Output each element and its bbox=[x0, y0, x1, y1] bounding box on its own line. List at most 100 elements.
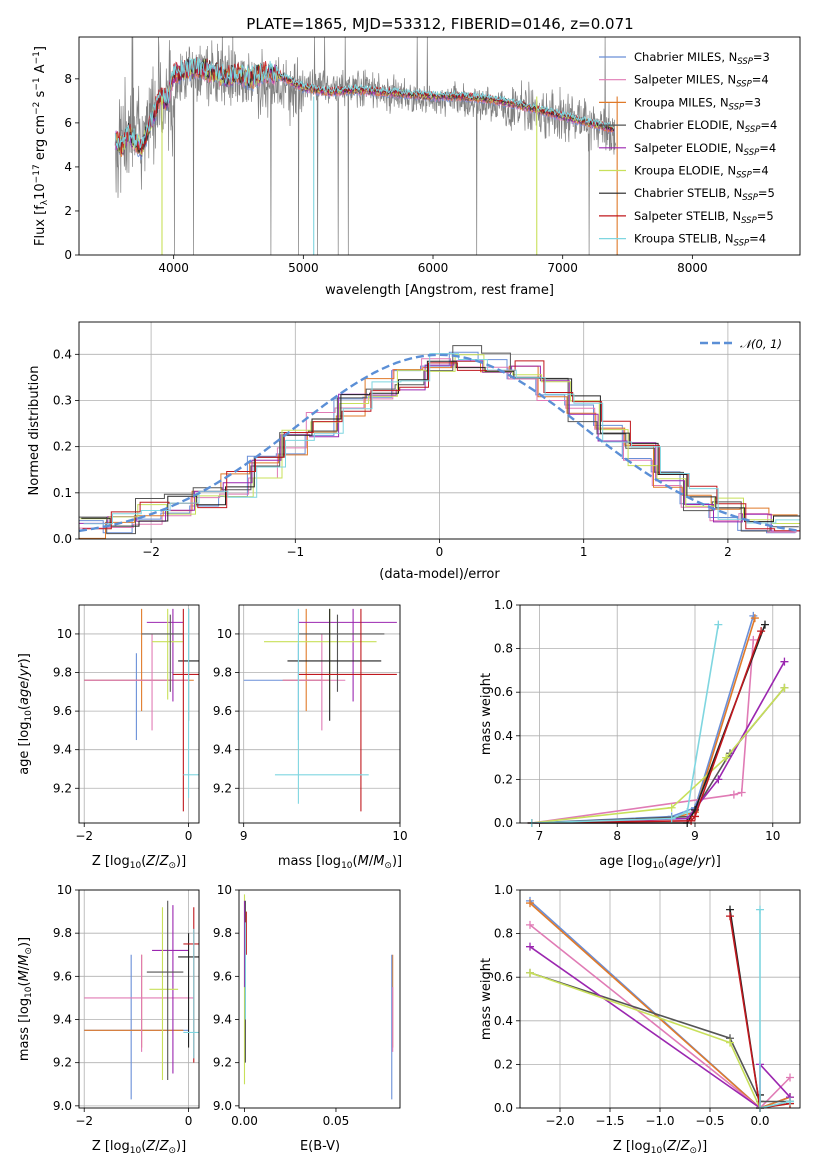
mass-weight-marker bbox=[691, 812, 699, 821]
mass-weight-marker bbox=[780, 683, 789, 692]
y-tick-label: 9.6 bbox=[53, 969, 72, 983]
mass-weight-marker bbox=[757, 627, 766, 636]
mass-weight-line bbox=[531, 661, 786, 824]
y-tick-label: 0.4 bbox=[494, 1014, 513, 1028]
y-tick-label: 0.3 bbox=[53, 393, 72, 407]
y-tick-label: 0.8 bbox=[494, 642, 513, 656]
y-tick-label: 9.4 bbox=[53, 743, 72, 757]
mass-weight-line bbox=[531, 630, 762, 824]
y-tick-label: 9.8 bbox=[213, 666, 232, 680]
mass-weight-marker bbox=[786, 1073, 794, 1082]
residual-histogram bbox=[79, 361, 798, 539]
mass-weight-marker bbox=[749, 635, 758, 644]
y-tick-label: 6 bbox=[64, 116, 72, 130]
y-tick-label: 9.8 bbox=[53, 926, 72, 940]
y-tick-label: 9.0 bbox=[213, 1099, 232, 1113]
spectrum-legend: Chabrier MILES, NSSP=3 Salpeter MILES, NS… bbox=[599, 50, 777, 249]
y-tick-label: 0.4 bbox=[494, 729, 513, 743]
y-tick-label: 9.8 bbox=[53, 666, 72, 680]
mass-weight-marker bbox=[526, 920, 534, 929]
residuals-axes: −2 −1 0 1 2 0.0 0.1 0.2 0.3 0.4 bbox=[53, 322, 800, 559]
residual-histogram bbox=[81, 360, 800, 527]
x-tick-label: 9 bbox=[240, 829, 248, 843]
mass-weight-line bbox=[531, 687, 786, 824]
mass-vs-Z-axes: −2 0 9.0 9.2 9.4 9.6 9.8 10 bbox=[53, 883, 199, 1128]
mass-weight-marker bbox=[687, 816, 696, 825]
mass-weight-marker bbox=[761, 620, 769, 629]
x-tick-label: 10 bbox=[765, 829, 780, 843]
legend-label: Salpeter STELIB, NSSP=5 bbox=[634, 209, 774, 226]
y-tick-label: 9.8 bbox=[213, 926, 232, 940]
x-tick-label: −1 bbox=[286, 545, 304, 559]
mass-weight-line bbox=[531, 615, 755, 824]
y-tick-label: 10 bbox=[217, 883, 232, 897]
y-tick-label: 9.2 bbox=[53, 781, 72, 795]
mass-weight-marker bbox=[526, 942, 534, 951]
mass-weight-line bbox=[531, 624, 720, 824]
mass-weight-line bbox=[531, 624, 766, 824]
x-tick-label: 0.05 bbox=[323, 1114, 350, 1128]
spectrum-plot-area bbox=[114, 37, 618, 255]
x-tick-label: 8000 bbox=[677, 261, 708, 275]
mass-vs-EBV-axes: 0.00 0.05 9.0 9.2 9.4 9.6 9.8 10 bbox=[213, 883, 349, 1128]
mass-vs-EBV-xlabel: E(B-V) bbox=[300, 1139, 340, 1154]
mass-weight-vs-Z-frame bbox=[519, 889, 801, 1109]
y-tick-label: 1.0 bbox=[494, 883, 513, 897]
x-tick-label: 7000 bbox=[547, 261, 578, 275]
legend-label: Kroupa ELODIE, NSSP=4 bbox=[634, 164, 769, 181]
x-tick-label: 8 bbox=[613, 829, 621, 843]
y-tick-label: 10 bbox=[57, 883, 72, 897]
spectrum-ylabel: Flux [fλ10−17 erg cm−2 s−1 A−1] bbox=[32, 46, 50, 246]
x-tick-label: 10 bbox=[392, 829, 407, 843]
mass-weight-marker bbox=[750, 614, 759, 623]
y-tick-label: 0.6 bbox=[494, 970, 513, 984]
mass-vs-EBV-plot-area bbox=[243, 894, 394, 1100]
mass-weight-marker bbox=[729, 790, 738, 799]
age-vs-mass-plot-area bbox=[243, 608, 397, 812]
legend-label: Chabrier ELODIE, NSSP=4 bbox=[634, 118, 777, 135]
mass-weight-vs-age-frame bbox=[519, 604, 801, 824]
residual-histogram bbox=[80, 354, 800, 524]
legend-label: Kroupa MILES, NSSP=3 bbox=[634, 95, 761, 112]
spectrum-xlabel: wavelength [Angstrom, rest frame] bbox=[325, 283, 554, 298]
y-tick-label: 0.0 bbox=[53, 532, 72, 546]
x-tick-label: −2 bbox=[142, 545, 160, 559]
x-tick-label: −2 bbox=[75, 829, 93, 843]
age-vs-Z-frame bbox=[78, 604, 200, 824]
mass-weight-line bbox=[531, 639, 755, 824]
mass-weight-marker bbox=[726, 1038, 734, 1047]
spectrum-frame bbox=[78, 36, 801, 256]
x-tick-label: −1.0 bbox=[645, 1114, 674, 1128]
x-tick-label: −2 bbox=[75, 1114, 93, 1128]
mass-vs-Z-frame bbox=[78, 889, 200, 1109]
mass-weight-line bbox=[529, 972, 790, 1103]
age-vs-mass-frame bbox=[238, 604, 401, 824]
x-tick-label: 4000 bbox=[158, 261, 189, 275]
y-tick-label: 8 bbox=[64, 72, 72, 86]
mass-weight-vs-age-ylabel: mass weight bbox=[479, 673, 494, 755]
mass-weight-marker bbox=[726, 912, 734, 921]
x-tick-label: 6000 bbox=[418, 261, 449, 275]
x-tick-label: 0.00 bbox=[231, 1114, 258, 1128]
y-tick-label: 9.4 bbox=[213, 1013, 232, 1027]
gaussian-curve bbox=[79, 353, 800, 533]
mass-weight-vs-age-xlabel: age [log10(age/yr)] bbox=[599, 854, 721, 871]
y-tick-label: 0.0 bbox=[494, 816, 513, 830]
x-tick-label: 2 bbox=[724, 545, 732, 559]
x-tick-label: 0 bbox=[185, 1114, 193, 1128]
x-tick-label: 0 bbox=[185, 829, 193, 843]
mass-weight-marker bbox=[737, 788, 746, 797]
y-tick-label: 0.0 bbox=[494, 1101, 513, 1115]
residual-plot-area bbox=[79, 345, 800, 539]
y-tick-label: 2 bbox=[64, 204, 72, 218]
figure-title: PLATE=1865, MJD=53312, FIBERID=0146, z=0… bbox=[246, 15, 633, 33]
mass-weight-marker bbox=[667, 803, 676, 812]
age-vs-Z-ylabel: age [log10(age/yr)] bbox=[17, 653, 34, 775]
age-vs-Z-axes: −2 0 9.2 9.4 9.6 9.8 10 bbox=[53, 605, 199, 843]
y-tick-label: 10 bbox=[57, 627, 72, 641]
residual-frame bbox=[78, 321, 801, 540]
x-tick-label: −2.0 bbox=[545, 1114, 574, 1128]
age-vs-mass-xlabel: mass [log10(M/M⊙)] bbox=[278, 854, 402, 871]
mass-weight-marker bbox=[786, 1097, 794, 1106]
